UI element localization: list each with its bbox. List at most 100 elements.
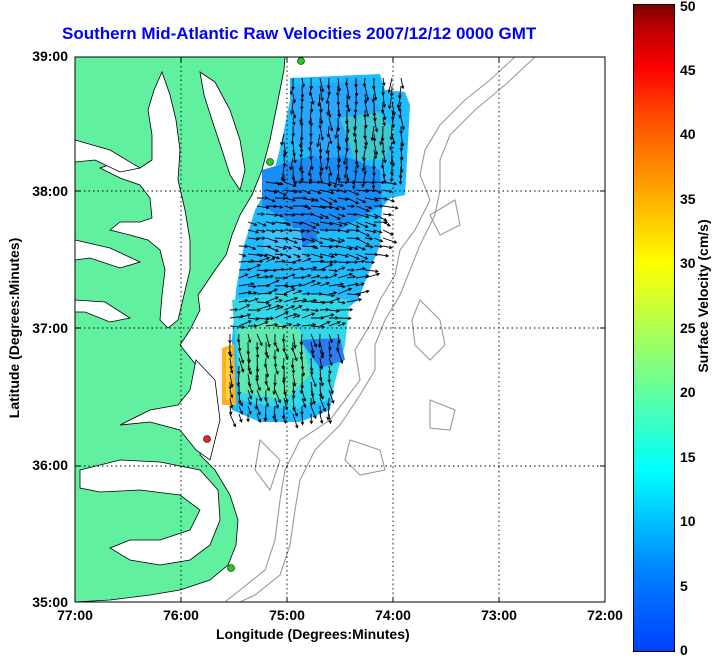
velocity-vector — [337, 197, 349, 201]
velocity-vector — [247, 273, 261, 279]
velocity-vector — [355, 221, 369, 228]
velocity-vector — [344, 133, 349, 144]
velocity-vector — [310, 281, 322, 287]
velocity-vector — [319, 125, 325, 141]
radar-site — [266, 158, 274, 166]
x-tick-label: 76:00 — [163, 607, 199, 623]
velocity-vector — [292, 266, 305, 271]
velocity-vector — [280, 165, 285, 182]
velocity-vector — [292, 298, 308, 303]
velocity-vector — [354, 165, 358, 175]
velocity-vector — [289, 85, 294, 96]
velocity-vector — [364, 245, 374, 249]
velocity-vector — [310, 333, 318, 348]
colorbar-tick: 50 — [680, 0, 696, 14]
velocity-vector — [310, 221, 320, 227]
velocity-vector — [389, 141, 393, 151]
velocity-vector — [352, 173, 357, 190]
velocity-vector — [283, 181, 297, 188]
velocity-vector — [319, 197, 333, 205]
velocity-vector — [364, 85, 370, 102]
y-tick-label: 36:00 — [32, 457, 68, 473]
velocity-vector — [345, 173, 350, 182]
velocity-vector — [319, 109, 324, 125]
velocity-vector — [373, 141, 379, 156]
velocity-vector — [382, 221, 391, 227]
velocity-vector — [310, 213, 324, 220]
velocity-vector — [274, 311, 289, 319]
velocity-vector — [238, 313, 252, 319]
velocity-vector — [355, 253, 369, 260]
velocity-vector — [382, 205, 399, 210]
velocity-vector — [364, 229, 377, 234]
velocity-vector — [328, 181, 344, 187]
velocity-vector — [265, 257, 276, 263]
velocity-vector — [310, 389, 316, 405]
velocity-vector — [247, 291, 258, 295]
velocity-vector — [364, 180, 376, 185]
velocity-vector — [272, 381, 276, 396]
velocity-vector — [265, 316, 275, 321]
velocity-vector — [337, 253, 349, 258]
velocity-vector — [247, 324, 258, 328]
velocity-vector — [292, 333, 297, 349]
velocity-vector — [274, 267, 285, 272]
velocity-vector — [355, 205, 370, 212]
velocity-vector — [373, 149, 378, 160]
velocity-vector — [346, 101, 351, 113]
velocity-vector — [292, 258, 302, 263]
velocity-vector — [301, 389, 307, 403]
velocity-vector — [310, 229, 320, 234]
velocity-vector — [301, 312, 316, 319]
velocity-vector — [319, 263, 334, 271]
velocity-vector — [373, 244, 384, 249]
velocity-vector — [337, 205, 346, 210]
velocity-vector — [283, 322, 293, 327]
radar-site — [227, 564, 235, 572]
velocity-vector — [238, 405, 243, 415]
velocity-vector — [352, 125, 357, 138]
velocity-vector — [256, 304, 272, 311]
velocity-vector — [274, 299, 283, 303]
velocity-vector — [256, 253, 268, 258]
radar-site — [297, 57, 305, 65]
velocity-vector — [363, 109, 367, 119]
velocity-vector — [326, 405, 330, 421]
radar-sites — [203, 57, 305, 572]
velocity-vector — [381, 77, 386, 87]
velocity-vector — [274, 213, 284, 218]
velocity-vector — [319, 373, 324, 387]
velocity-vector — [346, 85, 351, 100]
velocity-vector — [387, 77, 393, 94]
velocity-vector — [265, 189, 278, 194]
velocity-vector — [301, 307, 311, 312]
velocity-vector — [319, 228, 330, 233]
velocity-vector — [247, 284, 257, 289]
velocity-vector — [353, 133, 358, 144]
velocity-vector — [328, 282, 345, 287]
bathymetry-contours — [224, 57, 536, 602]
y-tick-label: 38:00 — [32, 183, 68, 199]
velocity-vector — [308, 85, 313, 97]
velocity-vector — [292, 413, 299, 429]
velocity-vector — [328, 213, 341, 220]
velocity-vector — [301, 298, 318, 303]
velocity-vector — [382, 93, 387, 108]
velocity-vector — [382, 212, 393, 217]
velocity-vector — [310, 93, 315, 105]
velocity-vector — [238, 282, 255, 287]
velocity-vector — [238, 413, 243, 423]
velocity-vector — [337, 165, 341, 182]
velocity-vector — [256, 333, 263, 347]
velocity-vector — [382, 109, 387, 121]
velocity-vector — [301, 189, 312, 195]
velocity-vector — [346, 212, 358, 217]
colorbar-tick: 40 — [680, 126, 696, 142]
colorbar-tick: 35 — [680, 191, 696, 207]
velocity-vector — [397, 101, 402, 112]
map-title: Southern Mid-Atlantic Raw Velocities 200… — [62, 24, 537, 43]
velocity-vector — [364, 205, 373, 210]
x-tick-label: 73:00 — [481, 607, 517, 623]
velocity-vector — [236, 333, 241, 344]
